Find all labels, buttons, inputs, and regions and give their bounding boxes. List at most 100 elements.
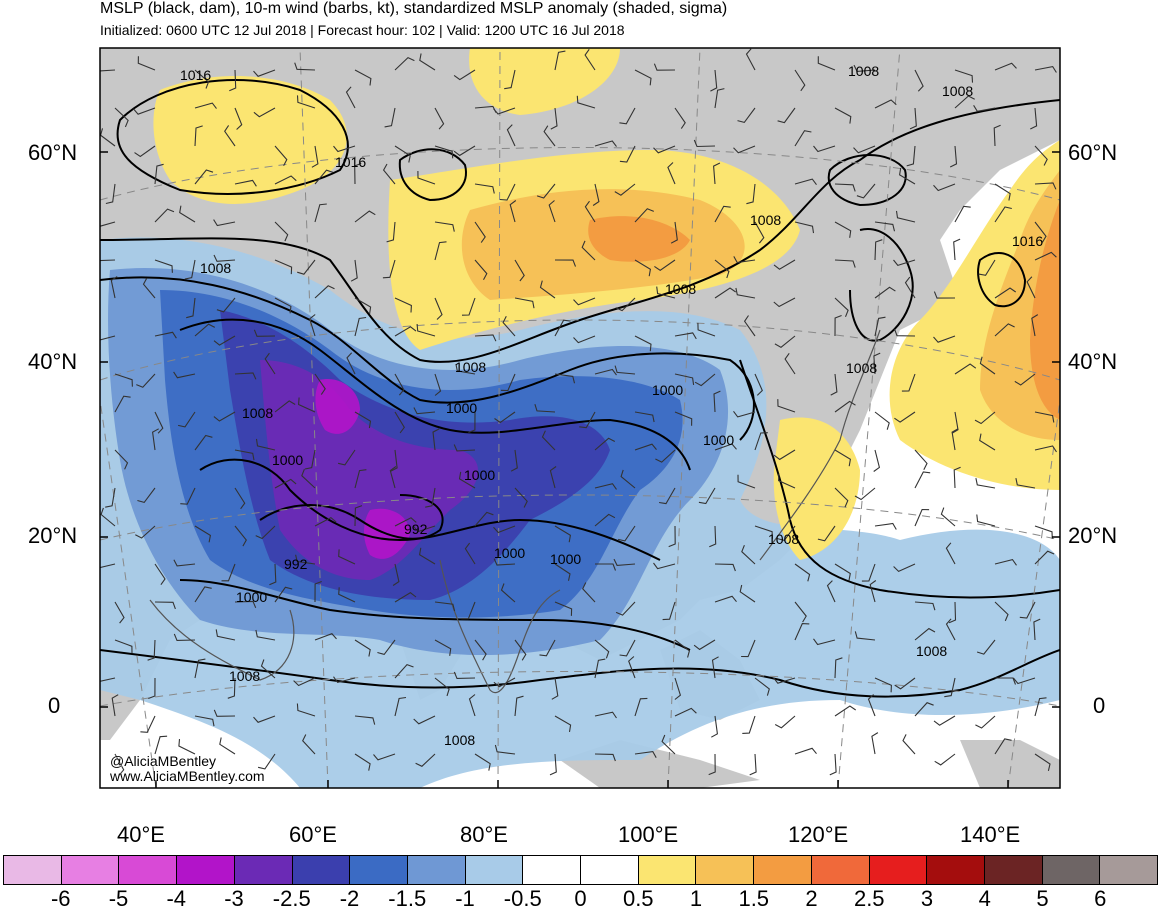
wind-barb: [1034, 221, 1047, 243]
wind-barb: [874, 221, 896, 232]
lon-label-120e: 120°E: [788, 822, 849, 847]
wind-barb: [434, 639, 452, 656]
wind-barb: [794, 601, 807, 623]
wind-barb: [461, 297, 476, 316]
wind-barb: [295, 554, 316, 565]
wind-barb: [714, 88, 725, 109]
wind-barb: [914, 508, 930, 527]
wind-barb: [354, 639, 371, 657]
parallel-20n: [100, 494, 1060, 541]
wind-barb: [333, 676, 356, 684]
wind-barb: [551, 677, 559, 700]
wind-barb: [194, 434, 213, 451]
credit-twitter: @AliciaMBentley: [110, 753, 217, 769]
wind-barb: [584, 48, 596, 71]
colorbar-swatch: [984, 855, 1043, 885]
wind-barb: [713, 390, 721, 413]
wind-barb: [394, 145, 411, 163]
wind-barb: [354, 411, 372, 429]
wind-barb: [894, 411, 916, 423]
wind-barb: [154, 163, 164, 185]
wind-barb: [1034, 753, 1051, 772]
colorbar-swatch: [581, 855, 639, 885]
wind-barb: [154, 735, 168, 755]
wind-barb: [274, 400, 296, 413]
wind-barb: [674, 677, 682, 700]
colorbar-swatch: [696, 855, 755, 885]
wind-barb: [301, 468, 316, 489]
wind-barb: [634, 335, 652, 352]
wind-barb: [667, 162, 676, 185]
wind-barb: [861, 563, 876, 582]
wind-barb: [100, 69, 116, 72]
wind-barb: [554, 601, 573, 616]
wind-barb: [829, 753, 837, 776]
wind-barb: [893, 259, 916, 267]
colorbar-tick-label: -1: [455, 886, 475, 911]
wind-barb: [468, 694, 476, 717]
parallel-0: [100, 671, 1060, 707]
wind-barb: [940, 507, 956, 527]
colorbar-swatch: [407, 855, 466, 885]
parallel-40n: [100, 319, 1060, 381]
wind-barb: [714, 259, 730, 279]
wind-barb: [179, 205, 196, 223]
wind-barb: [260, 659, 276, 679]
isobar-1008-ring: [849, 228, 914, 342]
wind-barb: [914, 627, 936, 641]
wind-barb: [945, 542, 956, 565]
isobar-label: 1000: [652, 382, 683, 398]
wind-barb: [893, 563, 916, 573]
wind-barb: [154, 259, 173, 273]
wind-barb: [774, 335, 796, 348]
wind-barb: [914, 601, 936, 611]
wind-barb: [354, 162, 362, 185]
wind-barb: [894, 329, 916, 337]
wind-barb: [708, 753, 716, 776]
isobar-label: 1008: [229, 668, 260, 684]
isobar-label: 1016: [1012, 233, 1043, 249]
wind-barb: [674, 373, 695, 385]
wind-barb: [774, 715, 796, 729]
wind-barb: [514, 259, 525, 282]
wind-barb: [714, 563, 736, 572]
wind-barb: [741, 639, 756, 658]
wind-barb: [215, 629, 236, 641]
wind-barb: [1034, 697, 1047, 717]
wind-barb: [390, 449, 398, 472]
wind-barb: [474, 259, 488, 281]
wind-barb: [594, 483, 617, 490]
wind-barb: [754, 677, 770, 696]
wind-barb: [216, 297, 236, 313]
wind-barb: [554, 373, 576, 384]
wind-barb: [742, 715, 756, 734]
wind-barb: [311, 145, 319, 168]
isobar-label: 992: [404, 521, 428, 537]
wind-barb: [674, 639, 691, 658]
wind-barb: [506, 124, 516, 147]
wind-barb: [834, 449, 852, 467]
colorbar-swatch: [638, 855, 697, 885]
anomaly-positive-east-core: [1030, 200, 1060, 420]
wind-barb: [213, 709, 236, 717]
wind-barb: [255, 629, 276, 641]
colorbar-swatch: [292, 855, 351, 885]
wind-barb: [634, 443, 657, 451]
wind-barb: [670, 221, 678, 244]
lon-label-80e: 80°E: [460, 822, 508, 847]
wind-barb: [735, 287, 756, 299]
wind-barb: [194, 69, 210, 89]
wind-barb: [100, 221, 116, 227]
wind-barb: [269, 563, 277, 586]
wind-barb: [418, 547, 436, 565]
anomaly-positive-northcap: [469, 48, 620, 115]
wind-barb: [853, 64, 876, 72]
colorbar-swatch: [754, 855, 812, 885]
wind-barb: [114, 373, 133, 387]
wind-barb: [834, 107, 852, 124]
wind-barb: [615, 601, 636, 616]
wind-barb: [620, 469, 636, 489]
wind-barb: [314, 580, 322, 603]
isobar-1016-scandinavia: [116, 79, 349, 195]
wind-barb: [693, 139, 716, 148]
